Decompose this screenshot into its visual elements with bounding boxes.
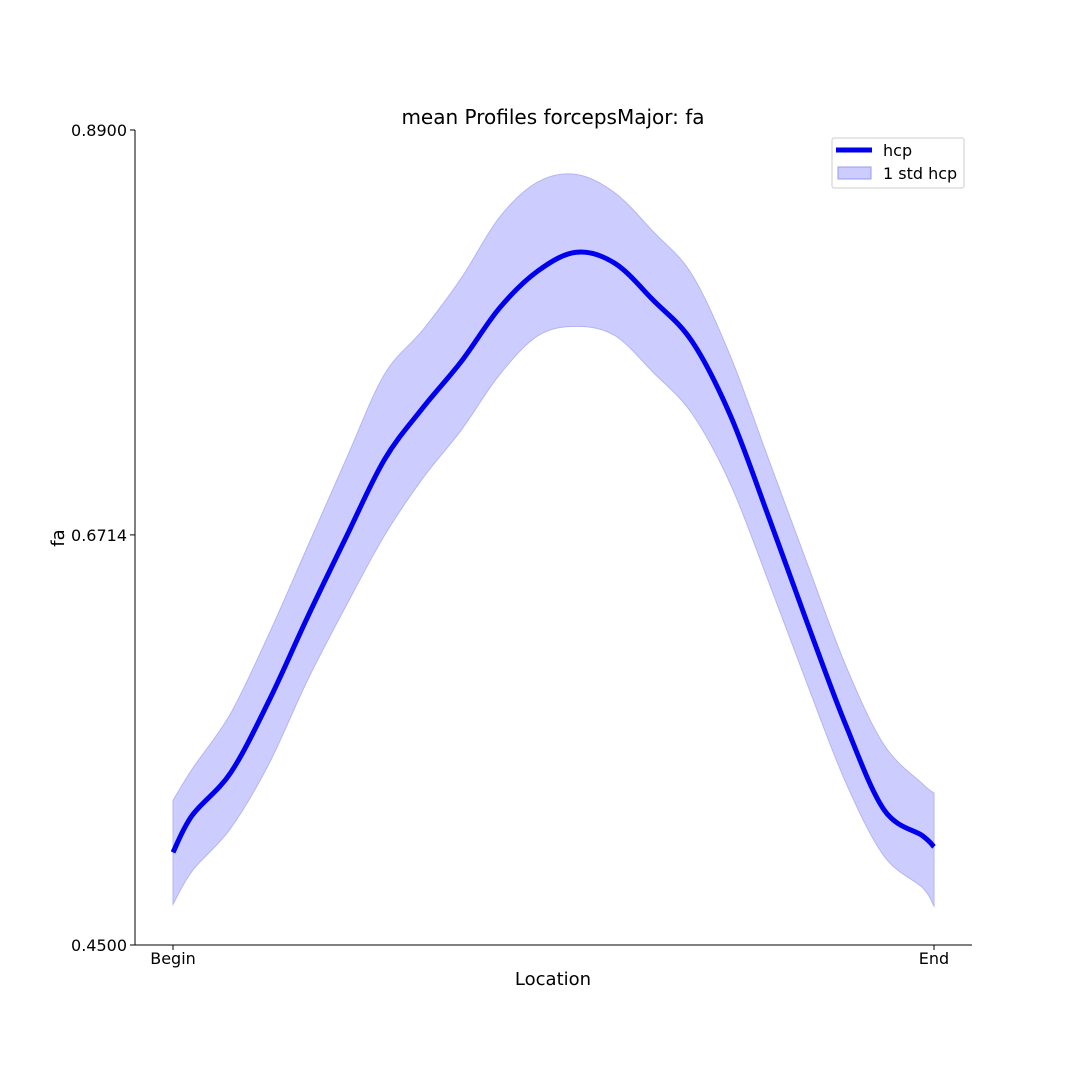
legend-band-swatch	[837, 166, 872, 180]
std-band-hcp	[172, 173, 935, 908]
y-tick-label: 0.8900	[71, 121, 127, 140]
x-axis-label: Location	[515, 969, 591, 990]
legend-label-std: 1 std hcp	[883, 164, 957, 183]
legend: hcp 1 std hcp	[831, 137, 965, 189]
y-axis-ticks: 0.4500 0.6714 0.8900	[71, 121, 135, 955]
mean-line-layer	[170, 249, 936, 854]
x-tick-label: End	[919, 949, 949, 968]
series-line-hcp	[170, 249, 936, 854]
y-axis-label: fa	[48, 529, 69, 546]
x-axis-ticks: Begin End	[150, 945, 949, 968]
legend-label-hcp: hcp	[883, 141, 912, 160]
std-band-layer	[172, 173, 935, 908]
x-tick-label: Begin	[150, 949, 196, 968]
y-tick-label: 0.4500	[71, 936, 127, 955]
chart-title: mean Profiles forcepsMajor: fa	[401, 105, 704, 129]
y-tick-label: 0.6714	[71, 526, 127, 545]
